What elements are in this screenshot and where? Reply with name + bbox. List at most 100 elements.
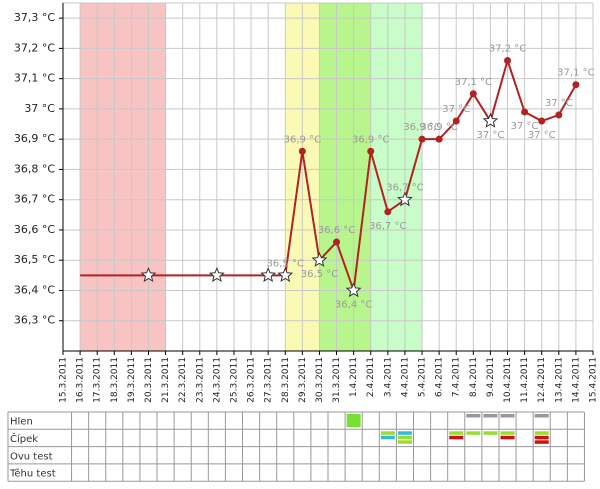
x-tick-label: 18.3.2011 <box>110 357 120 403</box>
cell-bar <box>500 414 515 418</box>
data-label: 37 °C <box>511 121 539 132</box>
x-tick-label: 16.3.2011 <box>76 357 86 403</box>
y-tick-label: 36,8 °C <box>14 162 55 175</box>
star-marker <box>397 191 413 207</box>
data-label: 36,9 °C <box>403 122 440 133</box>
x-tick-label: 27.3.2011 <box>264 357 274 403</box>
dot-marker <box>384 208 392 216</box>
star-marker <box>345 282 362 298</box>
data-label: 36,5 °C <box>267 258 304 269</box>
data-label: 36,9 °C <box>420 122 457 133</box>
cell-bar <box>397 435 412 440</box>
dot-marker <box>435 135 443 143</box>
x-tick-label: 13.4.2011 <box>554 357 564 403</box>
fertility-zone <box>319 3 371 351</box>
y-tick-label: 37,2 °C <box>14 41 55 54</box>
dot-marker <box>418 135 426 143</box>
y-tick-label: 36,6 °C <box>14 223 55 236</box>
star-marker <box>140 267 157 283</box>
x-tick-label: 28.3.2011 <box>281 357 291 403</box>
x-tick-label: 10.4.2011 <box>503 357 513 403</box>
row-label: Čípek <box>10 432 38 445</box>
x-tick-label: 19.3.2011 <box>127 357 137 403</box>
x-tick-label: 15.3.2011 <box>59 357 69 403</box>
y-tick-label: 36,4 °C <box>14 283 55 296</box>
cell-bar <box>449 431 464 435</box>
x-tick-label: 17.3.2011 <box>93 357 103 403</box>
cell-bar <box>483 431 498 435</box>
data-label: 37,1 °C <box>557 68 594 79</box>
temperature-line <box>80 57 577 291</box>
x-tick-label: 20.3.2011 <box>144 357 154 403</box>
x-tick-label: 26.3.2011 <box>247 357 257 403</box>
star-marker <box>277 267 294 283</box>
data-label: 37,1 °C <box>455 77 492 88</box>
data-label: 37 °C <box>442 104 470 115</box>
x-tick-label: 31.3.2011 <box>332 357 342 403</box>
dot-marker <box>333 238 341 246</box>
cell-bar <box>380 435 395 440</box>
y-tick-label: 36,7 °C <box>14 193 55 206</box>
row-label: Ovu test <box>10 451 53 462</box>
star-marker <box>208 267 225 283</box>
data-label: 36,6 °C <box>318 225 355 236</box>
data-label: 36,9 °C <box>284 134 321 145</box>
cell-bar <box>500 435 515 440</box>
x-tick-label: 14.4.2011 <box>571 357 581 403</box>
data-label: 37 °C <box>528 130 556 141</box>
y-tick-label: 37,1 °C <box>14 72 55 85</box>
fertility-zone <box>370 3 423 351</box>
data-label: 37,2 °C <box>489 43 526 54</box>
cell-bar <box>534 414 549 418</box>
x-tick-label: 2.4.2011 <box>366 357 376 397</box>
x-tick-label: 15.4.2011 <box>589 357 599 403</box>
x-tick-label: 11.4.2011 <box>520 357 530 403</box>
dot-marker <box>572 81 580 89</box>
data-label: 37 °C <box>545 98 573 109</box>
data-label: 36,5 °C <box>301 269 338 280</box>
data-label: 36,4 °C <box>335 299 372 310</box>
cell-bar <box>449 435 464 440</box>
y-tick-label: 36,3 °C <box>14 314 55 327</box>
star-marker <box>482 112 499 128</box>
x-tick-label: 9.4.2011 <box>486 357 496 397</box>
cell-bar <box>483 414 498 418</box>
cell-bar <box>534 431 549 435</box>
x-tick-label: 25.3.2011 <box>229 357 239 403</box>
x-tick-label: 7.4.2011 <box>452 357 462 397</box>
fertility-zone <box>80 3 166 351</box>
dot-marker <box>298 147 306 155</box>
x-tick-label: 23.3.2011 <box>195 357 205 403</box>
cell-bar <box>534 440 549 444</box>
x-tick-label: 30.3.2011 <box>315 357 325 403</box>
x-tick-label: 8.4.2011 <box>469 357 479 397</box>
cell-bar <box>500 431 515 435</box>
x-tick-label: 12.4.2011 <box>537 357 547 403</box>
data-label: 36,9 °C <box>352 134 389 145</box>
cell-bar <box>466 431 481 435</box>
data-label: 37 °C <box>476 130 504 141</box>
star-marker <box>311 251 328 267</box>
y-tick-label: 36,9 °C <box>14 132 55 145</box>
x-tick-label: 24.3.2011 <box>212 357 222 403</box>
x-tick-label: 21.3.2011 <box>161 357 171 403</box>
dot-marker <box>367 147 375 155</box>
dot-marker <box>521 108 529 116</box>
cell-bar <box>466 414 481 418</box>
x-tick-label: 5.4.2011 <box>418 357 428 397</box>
cell-bar <box>397 440 412 444</box>
row-label: Těhu test <box>9 468 56 480</box>
y-tick-label: 37 °C <box>24 102 55 115</box>
cell-bar <box>380 431 395 435</box>
cell-square <box>346 414 361 427</box>
dot-marker <box>555 111 563 119</box>
dot-marker <box>469 90 477 98</box>
x-tick-label: 6.4.2011 <box>435 357 445 397</box>
x-tick-label: 29.3.2011 <box>298 357 308 403</box>
data-label: 36,7 °C <box>369 221 406 232</box>
dot-marker <box>538 117 546 125</box>
x-tick-label: 1.4.2011 <box>349 357 359 397</box>
dot-marker <box>504 56 512 64</box>
x-tick-label: 3.4.2011 <box>383 357 393 397</box>
